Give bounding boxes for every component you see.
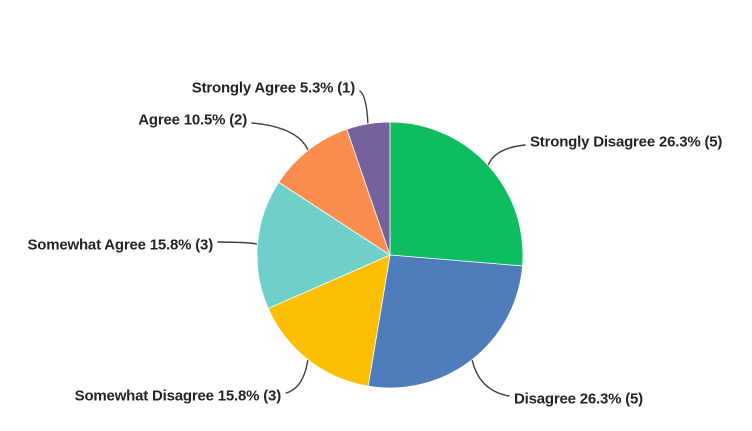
slice-label-strongly-disagree: Strongly Disagree 26.3% (5) — [530, 133, 723, 151]
slice-label-somewhat-disagree: Somewhat Disagree 15.8% (3) — [74, 387, 282, 405]
leader-line-somewhat-disagree — [285, 360, 309, 394]
pie-slice-strongly-agree — [346, 121, 391, 256]
pie-slice-somewhat-disagree — [267, 254, 391, 387]
pie-slice-disagree — [367, 254, 523, 389]
pie-slice-strongly-disagree — [389, 121, 524, 267]
leader-line-agree — [251, 122, 309, 150]
leader-line-somewhat-agree — [217, 241, 258, 245]
pie-slice-somewhat-agree — [256, 181, 391, 309]
slice-label-disagree: Disagree 26.3% (5) — [514, 390, 643, 408]
leader-line-disagree — [471, 360, 510, 397]
slice-label-somewhat-agree: Somewhat Agree 15.8% (3) — [27, 236, 213, 254]
leader-line-strongly-disagree — [487, 144, 526, 165]
slice-label-agree: Agree 10.5% (2) — [138, 111, 247, 129]
slice-label-strongly-agree: Strongly Agree 5.3% (1) — [191, 79, 355, 97]
leader-line-strongly-agree — [359, 90, 369, 124]
pie-slice-agree — [278, 128, 391, 256]
